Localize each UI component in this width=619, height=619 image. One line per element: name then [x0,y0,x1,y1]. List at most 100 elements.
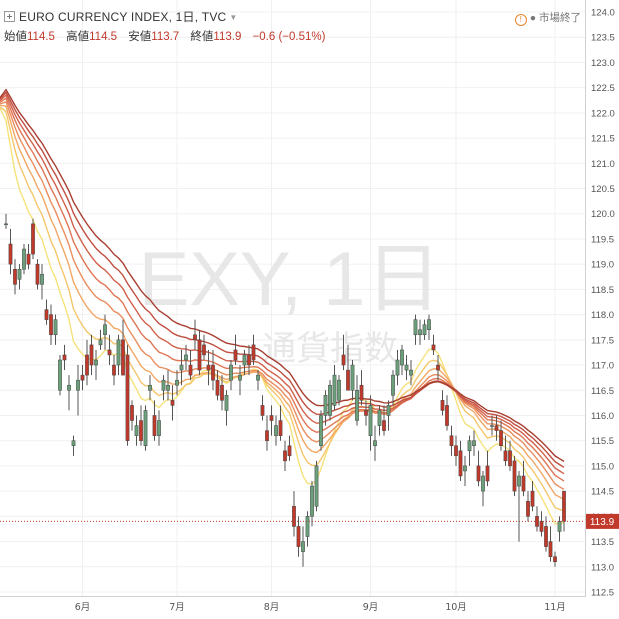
candle [463,455,467,487]
candle-body [409,369,413,376]
candle [472,430,476,456]
x-tick-label: 11月 [544,602,566,613]
candle [179,349,184,386]
candle [292,491,296,537]
price-axis[interactable]: 112.5113.0113.5114.0114.5115.0115.5116.0… [591,8,615,599]
candle [490,415,494,436]
candle-body [530,490,535,507]
candle-body [494,425,499,431]
candle-body [143,410,148,446]
candle [382,405,386,436]
time-axis[interactable]: 6月 7月 8月 9月 10月 11月 [75,602,566,613]
candle-body [373,440,377,446]
candle [256,370,260,391]
candle [121,319,125,376]
candle [184,344,188,371]
candle-body [323,395,328,416]
candle [508,440,512,471]
candle [395,349,400,386]
candle-body [364,410,368,416]
x-tick-label: 6月 [75,602,91,613]
candle-body [8,243,13,265]
y-tick-label: 117.5 [591,335,614,346]
y-tick-label: 124.0 [591,8,615,19]
candle-body [395,359,400,376]
candle [265,415,269,451]
candle [233,334,238,366]
candle [413,314,418,345]
candle-body [53,319,58,336]
candle-body [508,450,512,467]
symbol-title[interactable]: EURO CURRENCY INDEX, 1日, TVC [19,10,227,24]
chart-legend-title: EURO CURRENCY INDEX, 1日, TVC ▼ [4,8,237,25]
candle-body [449,435,454,446]
y-tick-label: 121.5 [591,134,615,145]
candle [161,375,166,401]
candle [220,375,224,411]
candle-body [94,359,98,366]
candle [328,380,332,421]
chevron-down-icon[interactable]: ▼ [229,13,238,22]
ema-line-30 [0,97,565,482]
candle [62,344,67,371]
candle [188,349,193,381]
candle-body [269,415,274,421]
candle [71,435,76,456]
candle [431,334,436,355]
candle-body [89,344,94,366]
candle [40,264,44,300]
candle [80,365,85,391]
candle [224,390,229,426]
candle-body [80,374,85,381]
candle-body [193,334,197,341]
candle [400,344,404,376]
candle-body [476,465,481,482]
candle-body [431,344,436,351]
y-tick-label: 118.5 [591,285,614,296]
candle-body [553,556,557,562]
candle [202,334,206,360]
x-tick-label: 9月 [363,602,379,613]
candle-body [247,354,251,366]
candle-body [463,465,467,472]
candle [364,400,368,426]
low-label: 安値 [128,31,152,43]
candle-body [485,465,490,482]
candle [107,334,112,366]
candle [404,354,409,381]
candle-body [211,364,215,381]
candle [319,410,323,451]
candle-body [85,354,89,376]
candle [332,365,337,411]
warning-icon: ! [514,14,527,26]
candle-body [422,324,427,336]
candle [346,344,350,391]
candle [206,349,211,386]
candle [143,405,148,451]
candle-body [184,354,188,361]
candle [553,551,557,567]
candle [193,319,197,350]
candle [436,354,440,381]
market-status[interactable]: ! ● 市場終了 [514,10,581,26]
y-tick-label: 119.5 [591,234,614,245]
candle [539,511,544,537]
collapse-icon[interactable] [4,11,15,22]
candle [445,395,449,431]
candle [355,375,359,426]
candle [391,370,395,406]
candle-body [188,364,193,376]
x-tick-label: 7月 [169,602,185,613]
y-tick-label: 116.5 [591,386,614,397]
candle-body [490,425,494,427]
candle [269,405,274,436]
y-tick-label: 114.5 [591,487,614,498]
candle [530,481,535,512]
candle [301,526,305,567]
candle [139,405,143,446]
candle [4,213,8,229]
candle-body [31,223,35,255]
candle [67,375,71,411]
